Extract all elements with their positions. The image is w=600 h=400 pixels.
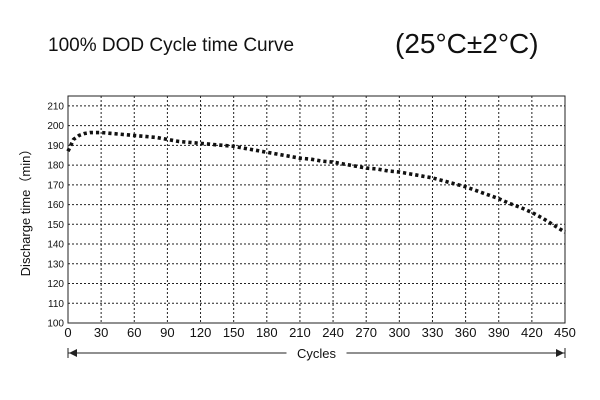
y-tick-label: 190 xyxy=(47,141,64,152)
x-tick-label: 300 xyxy=(388,325,410,340)
y-tick-label: 120 xyxy=(47,279,64,290)
x-arrow-head-right xyxy=(556,349,564,357)
y-tick-labels: 100 110 120 130 140 150 160 170 180 190 200 210 xyxy=(47,101,64,329)
x-axis-label-background xyxy=(286,345,347,361)
x-tick-label: 420 xyxy=(521,325,543,340)
x-tick-label: 450 xyxy=(554,325,576,340)
y-tick-label: 160 xyxy=(47,200,64,211)
y-tick-label: 170 xyxy=(47,180,64,191)
x-axis-label: Cycles xyxy=(297,346,337,361)
x-tick-label: 210 xyxy=(289,325,311,340)
x-arrow-head-left xyxy=(69,349,77,357)
y-tick-label: 210 xyxy=(47,101,64,112)
series-line xyxy=(66,130,566,234)
y-tick-label: 130 xyxy=(47,259,64,270)
test-condition: (25°C±2°C) xyxy=(395,28,539,59)
x-tick-label: 270 xyxy=(355,325,377,340)
x-tick-label: 180 xyxy=(256,325,278,340)
x-tick-label: 240 xyxy=(322,325,344,340)
x-tick-label: 330 xyxy=(422,325,444,340)
y-axis-label: Discharge time（min） xyxy=(18,143,33,277)
x-tick-label: 90 xyxy=(160,325,174,340)
y-tick-label: 140 xyxy=(47,240,64,251)
x-tick-label: 150 xyxy=(223,325,245,340)
y-tick-label: 100 xyxy=(47,319,64,330)
x-tick-label: 120 xyxy=(190,325,212,340)
grid xyxy=(68,96,565,323)
x-tick-label: 0 xyxy=(64,325,71,340)
y-tick-label: 180 xyxy=(47,161,64,172)
y-tick-label: 200 xyxy=(47,121,64,132)
chart-title: 100% DOD Cycle time Curve xyxy=(48,35,294,56)
series-discharge-time xyxy=(66,130,566,234)
y-tick-label: 110 xyxy=(48,299,64,310)
plot-frame xyxy=(67,95,566,324)
x-tick-label: 30 xyxy=(94,325,108,340)
y-tick-label: 150 xyxy=(47,220,64,231)
x-tick-labels: 0 30 60 90 120 150 180 210 240 270 300 330 360 390 420… xyxy=(64,325,575,340)
x-tick-label: 390 xyxy=(488,325,510,340)
x-tick-label: 60 xyxy=(127,325,141,340)
x-tick-label: 360 xyxy=(455,325,477,340)
